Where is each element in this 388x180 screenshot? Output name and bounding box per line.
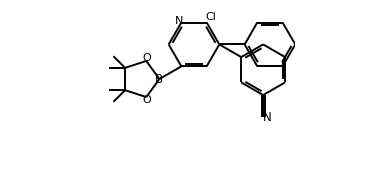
Text: Cl: Cl [206,12,217,22]
Text: N: N [263,111,272,124]
Text: N: N [175,16,184,26]
Text: O: O [142,53,151,63]
Text: O: O [142,95,151,105]
Text: B: B [155,73,163,86]
